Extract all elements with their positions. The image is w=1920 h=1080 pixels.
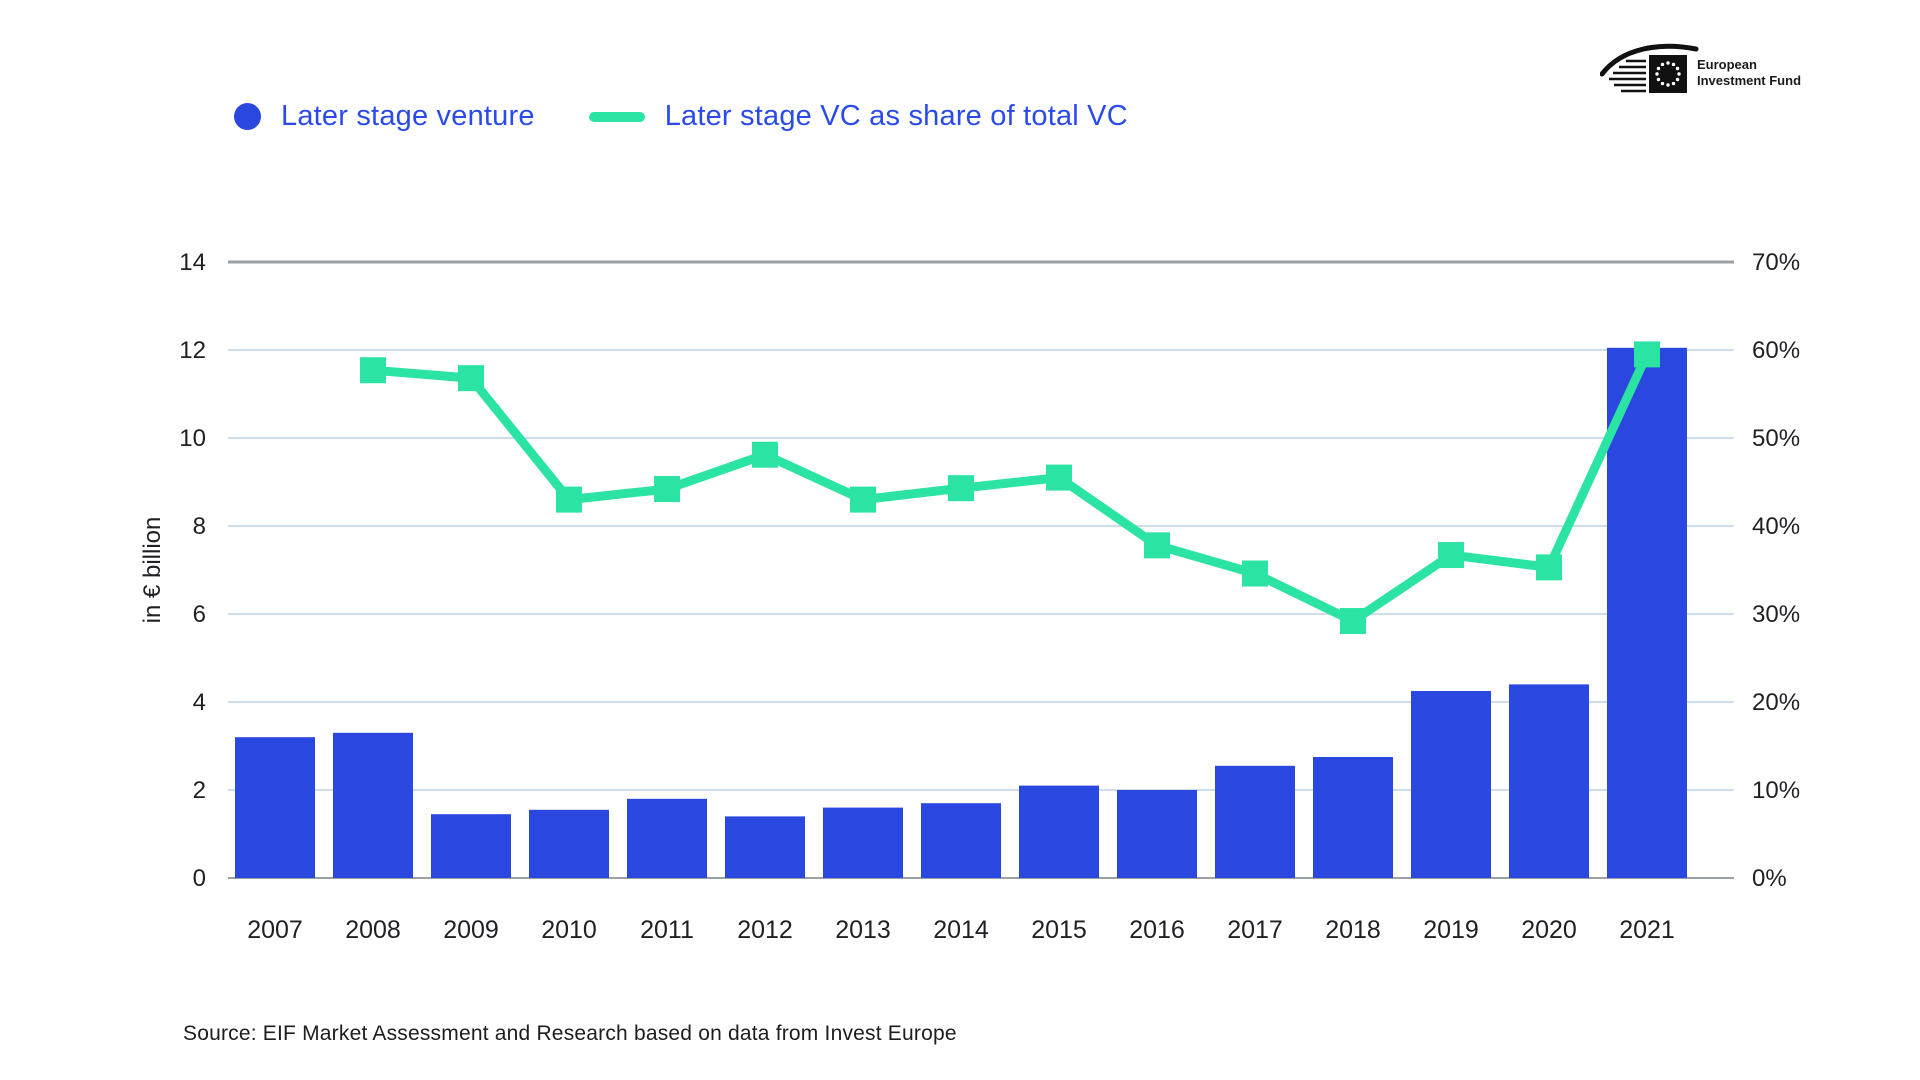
- eu-star-dot: [1671, 81, 1676, 86]
- right-axis-tick-label: 0%: [1752, 865, 1787, 892]
- x-axis-tick-label: 2016: [1129, 916, 1185, 944]
- bar-2019: [1411, 691, 1491, 878]
- bar-2007: [235, 737, 315, 878]
- line-marker-2011: [654, 476, 680, 503]
- x-axis-tick-label: 2007: [247, 916, 303, 944]
- x-axis-tick-label: 2010: [541, 916, 597, 944]
- x-axis-tick-label: 2020: [1521, 916, 1577, 944]
- x-axis-tick-label: 2012: [737, 916, 793, 944]
- line-marker-2016: [1144, 532, 1170, 559]
- bar-2015: [1019, 785, 1099, 878]
- eu-star-dot: [1666, 83, 1670, 87]
- bar-2008: [333, 732, 413, 878]
- right-axis-tick-label: 10%: [1752, 777, 1800, 804]
- line-marker-2010: [556, 486, 582, 513]
- line-marker-2014: [948, 475, 974, 502]
- x-axis-tick-label: 2011: [640, 916, 694, 944]
- x-axis-tick-label: 2014: [933, 916, 989, 944]
- bar-2012: [725, 816, 805, 878]
- bar-2021: [1607, 347, 1687, 878]
- bar-2014: [921, 803, 1001, 878]
- eu-stars-circle: [1655, 61, 1681, 87]
- right-axis-tick-label: 60%: [1752, 337, 1800, 364]
- line-marker-2009: [458, 365, 484, 392]
- line-marker-2017: [1242, 560, 1268, 587]
- bar-2017: [1215, 765, 1295, 878]
- line-marker-2020: [1536, 554, 1562, 581]
- right-axis-tick-label: 40%: [1752, 513, 1800, 540]
- logo-speed-lines: [1609, 59, 1646, 93]
- eu-star-dot: [1675, 66, 1680, 71]
- bar-2018: [1313, 757, 1393, 878]
- bar-2010: [529, 809, 609, 878]
- chart-legend: Later stage venture Later stage VC as sh…: [234, 100, 1128, 133]
- legend-circle-swatch-icon: [234, 103, 261, 130]
- bar-2009: [431, 814, 511, 878]
- right-axis-tick-label: 70%: [1752, 249, 1800, 276]
- left-axis-tick-label: 10: [179, 425, 206, 452]
- line-marker-2012: [752, 441, 778, 468]
- x-axis-tick-label: 2018: [1325, 916, 1381, 944]
- x-axis-tick-label: 2013: [835, 916, 891, 944]
- line-marker-2021: [1634, 341, 1660, 368]
- eif-logo-graphic: [1600, 43, 1699, 93]
- eu-star-dot: [1677, 72, 1681, 76]
- logo-text-line2: Investment Fund: [1697, 73, 1801, 88]
- left-axis-tick-label: 4: [193, 689, 206, 716]
- line-marker-2015: [1046, 464, 1072, 491]
- right-axis-tick-label: 20%: [1752, 689, 1800, 716]
- eu-star-dot: [1660, 62, 1665, 67]
- eu-star-dot: [1655, 72, 1659, 76]
- eu-star-dot: [1671, 62, 1676, 67]
- eu-star-dot: [1675, 77, 1680, 82]
- x-axis-tick-label: 2017: [1227, 916, 1283, 944]
- eu-star-dot: [1666, 61, 1670, 65]
- bar-2016: [1117, 790, 1197, 878]
- left-axis-tick-label: 8: [193, 513, 206, 540]
- source-note: Source: EIF Market Assessment and Resear…: [183, 1022, 957, 1045]
- eu-flag-square: [1649, 55, 1687, 93]
- x-axis-tick-label: 2008: [345, 916, 401, 944]
- legend-label-later-stage-venture: Later stage venture: [281, 100, 535, 132]
- logo-text-line1: European: [1697, 57, 1757, 72]
- legend-line-swatch-icon: [588, 111, 645, 122]
- left-axis-tick-label: 14: [179, 249, 206, 276]
- left-axis-tick-label: 0: [193, 865, 206, 892]
- left-axis-tick-label: 6: [193, 601, 206, 628]
- bar-2020: [1509, 684, 1589, 878]
- eif-logo: European Investment Fund: [1600, 43, 1801, 93]
- legend-item-vc-share: Later stage VC as share of total VC: [588, 100, 1128, 133]
- right-axis-tick-label: 30%: [1752, 601, 1800, 628]
- left-axis-title: in € billion: [139, 517, 166, 624]
- right-axis-tick-label: 50%: [1752, 425, 1800, 452]
- bar-2013: [823, 807, 903, 878]
- legend-item-later-stage-venture: Later stage venture: [234, 100, 535, 133]
- eu-star-dot: [1656, 77, 1661, 82]
- eu-star-dot: [1656, 66, 1661, 71]
- x-axis-tick-label: 2019: [1423, 916, 1479, 944]
- line-marker-2019: [1438, 542, 1464, 569]
- left-axis-tick-label: 12: [179, 337, 206, 364]
- left-axis-tick-label: 2: [193, 777, 206, 804]
- logo-arc: [1600, 43, 1699, 77]
- line-marker-2013: [850, 486, 876, 513]
- line-marker-2008: [360, 357, 386, 384]
- x-axis-tick-label: 2009: [443, 916, 499, 944]
- x-axis-tick-label: 2015: [1031, 916, 1087, 944]
- line-marker-2018: [1340, 608, 1366, 635]
- line-series: [368, 349, 1652, 626]
- eu-star-dot: [1660, 81, 1665, 86]
- x-axis-tick-label: 2021: [1619, 916, 1675, 944]
- legend-label-vc-share: Later stage VC as share of total VC: [664, 100, 1128, 132]
- bar-2011: [627, 798, 707, 878]
